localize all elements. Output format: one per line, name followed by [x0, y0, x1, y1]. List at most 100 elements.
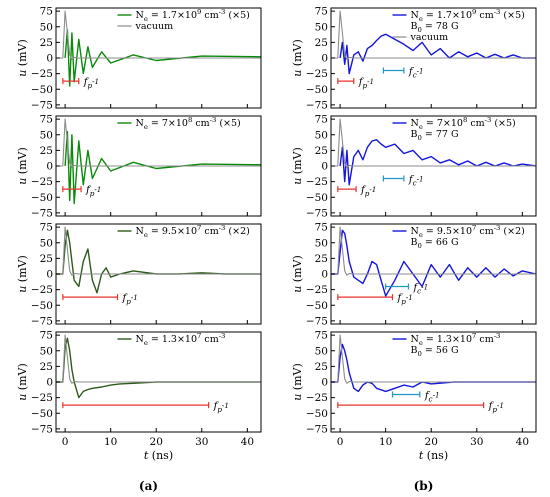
series-line-b3-0 [331, 229, 537, 297]
y-tick-label-a2-25: 25 [40, 145, 53, 157]
legend-entry-b2-0: Ne = 7×108 cm-3 (×5) [411, 116, 516, 131]
column-label-0: (a) [139, 479, 158, 493]
y-tick-label-b3--50: −50 [306, 300, 328, 312]
y-tick-label-b4--75: −75 [306, 423, 328, 435]
y-tick-label-a3-25: 25 [40, 253, 53, 265]
series-line-b3-1 [331, 226, 536, 276]
y-tick-label-a2--50: −50 [31, 192, 53, 204]
x-tick-label-a4-30: 30 [195, 436, 208, 448]
y-tick-label-a3-50: 50 [40, 237, 53, 249]
y-tick-label-b2-25: 25 [315, 145, 328, 157]
y-tick-label-b4-50: 50 [315, 345, 328, 357]
y-tick-label-a4-75: 75 [40, 330, 53, 342]
y-tick-label-b3--25: −25 [306, 284, 328, 296]
legend-entry-b3-1: B0 = 66 G [411, 237, 459, 250]
y-tick-label-b4-25: 25 [315, 361, 328, 373]
y-axis-label-b2: u (mV) [291, 147, 304, 185]
y-tick-label-b2-50: 50 [315, 129, 328, 141]
y-axis-label-a3: u (mV) [16, 255, 29, 293]
period-label-fp-b1: fp-1​ [358, 77, 374, 90]
panel-b4: −75 −50 −25 0 25 50 75 0 10 20 30 40 u (mV) Ne = 1.3×… [291, 330, 537, 448]
y-tick-label-b1--25: −25 [306, 68, 328, 80]
series-line-a1-1 [56, 10, 261, 60]
y-tick-label-a2--75: −75 [31, 207, 53, 219]
period-label-fp-b4: fp-1​ [488, 401, 504, 414]
series-line-b4-1 [331, 334, 536, 384]
y-tick-label-b1--75: −75 [306, 99, 328, 111]
y-tick-label-a3-0: 0 [46, 269, 53, 281]
series-line-b2-1 [331, 118, 536, 168]
y-axis-label-a1: u (mV) [16, 39, 29, 77]
period-label-fc-b2: fc-1​ [408, 175, 424, 188]
y-tick-label-a4--75: −75 [31, 423, 53, 435]
series-line-a3-1 [56, 226, 261, 276]
x-tick-label-a4-10: 10 [104, 436, 117, 448]
y-tick-label-b3-50: 50 [315, 237, 328, 249]
y-tick-label-a4--25: −25 [31, 392, 53, 404]
y-tick-label-a1--25: −25 [31, 68, 53, 80]
y-tick-label-a2--25: −25 [31, 176, 53, 188]
period-label-fp-a1: fp-1​ [83, 77, 99, 90]
panel-a3: −75 −50 −25 0 25 50 75 u (mV) Ne = 9.5×107 cm-3 … [16, 222, 262, 327]
y-tick-label-b3-25: 25 [315, 253, 328, 265]
x-tick-label-b4-40: 40 [516, 436, 529, 448]
series-line-b4-0 [331, 343, 536, 393]
y-tick-label-a4--50: −50 [31, 408, 53, 420]
legend-entry-b4-0: Ne = 1.3×107 cm-3​ [411, 332, 501, 347]
y-tick-label-a1-25: 25 [40, 37, 53, 49]
x-tick-label-b4-0: 0 [337, 436, 344, 448]
panel-a4: −75 −50 −25 0 25 50 75 0 10 20 30 40 u (mV) Ne = 1.3×… [16, 330, 262, 448]
y-tick-label-b1-0: 0 [321, 53, 328, 65]
period-label-fp-b3: fp-1​ [397, 293, 413, 306]
y-tick-label-a3--75: −75 [31, 315, 53, 327]
y-tick-label-b1-50: 50 [315, 21, 328, 33]
y-tick-label-b2--25: −25 [306, 176, 328, 188]
y-tick-label-b4-75: 75 [315, 330, 328, 342]
period-label-fp-b2: fp-1​ [360, 185, 376, 198]
period-label-fp-a2: fp-1​ [85, 185, 101, 198]
y-tick-label-b3-75: 75 [315, 222, 328, 234]
legend-entry-a3-0: Ne = 9.5×107 cm-3 (×2) [136, 224, 250, 239]
legend-entry-a1-0: Ne = 1.7×109 cm-3 (×5) [136, 8, 250, 23]
legend-entry-b3-0: Ne = 9.5×107 cm-3 (×2) [411, 224, 525, 239]
panel-a1: −75 −50 −25 0 25 50 75 u (mV) Ne = 1.7×109 cm-3 … [16, 6, 262, 111]
legend-entry-b1-0: Ne = 1.7×109 cm-3 (×5) [411, 8, 525, 23]
column-label-1: (b) [414, 479, 434, 493]
x-tick-label-b4-10: 10 [379, 436, 392, 448]
y-tick-label-b2--50: −50 [306, 192, 328, 204]
y-tick-label-a2-50: 50 [40, 129, 53, 141]
legend-entry-b1-1: B0 = 78 G [411, 21, 459, 34]
y-axis-label-a2: u (mV) [16, 147, 29, 185]
legend-entry-a2-0: Ne = 7×108 cm-3 (×5) [136, 116, 241, 131]
x-axis-label-1: t (ns) [419, 449, 448, 462]
y-tick-label-b2-0: 0 [321, 161, 328, 173]
series-line-b2-0 [339, 139, 537, 186]
series-line-a4-0 [56, 337, 261, 399]
x-tick-label-a4-0: 0 [62, 436, 69, 448]
y-tick-label-b3--75: −75 [306, 315, 328, 327]
y-tick-label-b4--50: −50 [306, 408, 328, 420]
x-tick-label-a4-40: 40 [241, 436, 254, 448]
y-tick-label-a1--75: −75 [31, 99, 53, 111]
y-axis-label-b1: u (mV) [291, 39, 304, 77]
y-tick-label-a3--25: −25 [31, 284, 53, 296]
y-tick-label-a1--50: −50 [31, 84, 53, 96]
panel-b1: −75 −50 −25 0 25 50 75 u (mV) Ne = 1.7×109 cm-3 … [291, 6, 537, 111]
series-line-a1-0 [64, 29, 262, 87]
legend-entry-b4-1: B0 = 56 G [411, 345, 459, 358]
series-line-a4-1 [56, 334, 261, 384]
y-axis-label-a4: u (mV) [16, 363, 29, 401]
series-line-b1-1 [331, 10, 536, 60]
y-axis-label-b3: u (mV) [291, 255, 304, 293]
y-axis-label-b4: u (mV) [291, 363, 304, 401]
y-tick-label-b2--75: −75 [306, 207, 328, 219]
y-tick-label-b3-0: 0 [321, 269, 328, 281]
y-tick-label-a3--50: −50 [31, 300, 53, 312]
period-label-fc-b1: fc-1​ [408, 67, 424, 80]
period-label-fp-a4: fp-1​ [213, 401, 229, 414]
y-tick-label-a2-75: 75 [40, 114, 53, 126]
panel-b2: −75 −50 −25 0 25 50 75 u (mV) Ne = 7×108 cm-3 (×… [291, 114, 537, 219]
series-line-a3-0 [56, 229, 261, 294]
legend-entry-a4-0: Ne = 1.3×107 cm-3​ [136, 332, 226, 347]
y-tick-label-a1-75: 75 [40, 6, 53, 18]
